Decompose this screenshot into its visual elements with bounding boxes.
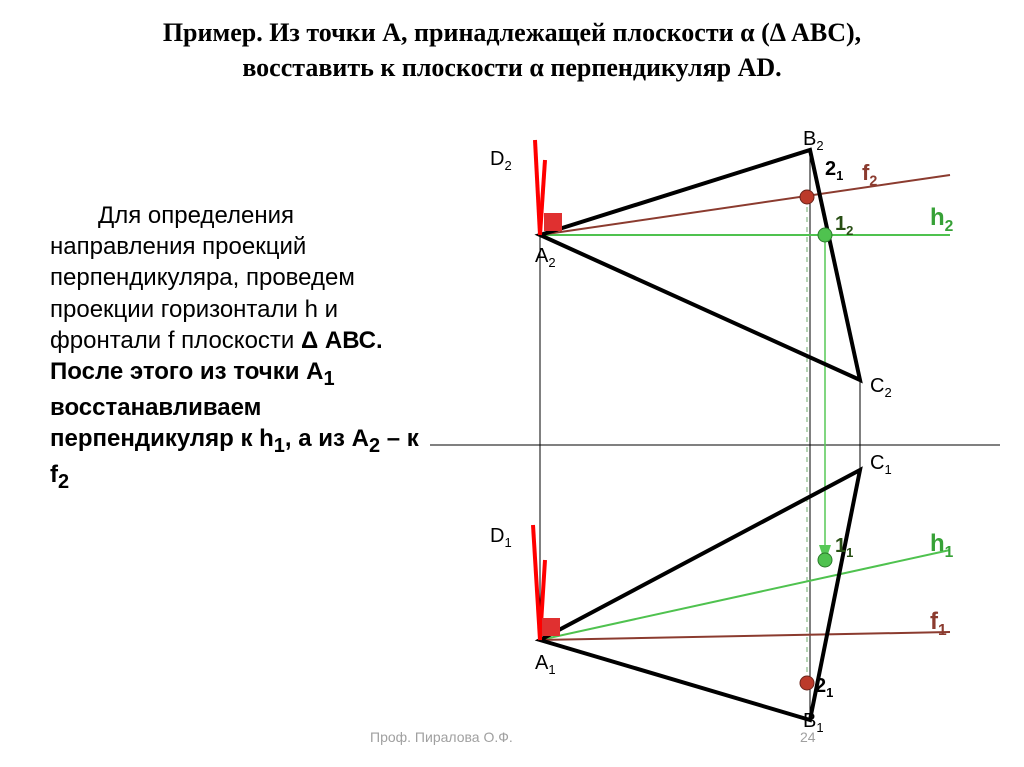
- footer-page: 24: [800, 729, 816, 745]
- label-D2: D2: [490, 148, 512, 173]
- label-A1: А1: [535, 652, 556, 677]
- label-f1: f1: [930, 608, 947, 640]
- figure-svg: [430, 130, 1000, 730]
- label-C2: С2: [870, 375, 892, 400]
- label-C1: С1: [870, 452, 892, 477]
- title-line-1: Пример. Из точки А, принадлежащей плоско…: [163, 18, 861, 47]
- geometry-figure: D2 В2 А2 С2 D1 А1 В1 С1 21 12 11 21 h2 h…: [430, 130, 1000, 730]
- label-h2: h2: [930, 204, 953, 236]
- label-p11: 11: [835, 535, 853, 560]
- footer-author: Проф. Пиралова О.Ф.: [370, 729, 513, 745]
- label-D1: D1: [490, 525, 512, 550]
- label-f2: f2: [862, 160, 877, 189]
- page-title: Пример. Из точки А, принадлежащей плоско…: [0, 15, 1024, 85]
- title-line-2: восставить к плоскости α перпендикуляр А…: [242, 53, 781, 82]
- body-sub2: 1: [274, 435, 285, 457]
- label-A2: А2: [535, 245, 556, 270]
- label-p22: 21: [825, 158, 843, 183]
- label-p12: 12: [835, 213, 853, 238]
- label-p21: 21: [815, 675, 833, 700]
- body-t2: восстанавливаем перпендикуляр к h: [50, 394, 274, 452]
- label-B2: В2: [803, 128, 824, 153]
- body-paragraph: Для определения направления проекций пер…: [50, 200, 420, 495]
- body-sub4: 2: [58, 471, 69, 493]
- body-t3: , а из А: [285, 425, 369, 452]
- body-sub1: 1: [323, 368, 334, 390]
- body-sub3: 2: [369, 435, 380, 457]
- label-h1: h1: [930, 530, 953, 562]
